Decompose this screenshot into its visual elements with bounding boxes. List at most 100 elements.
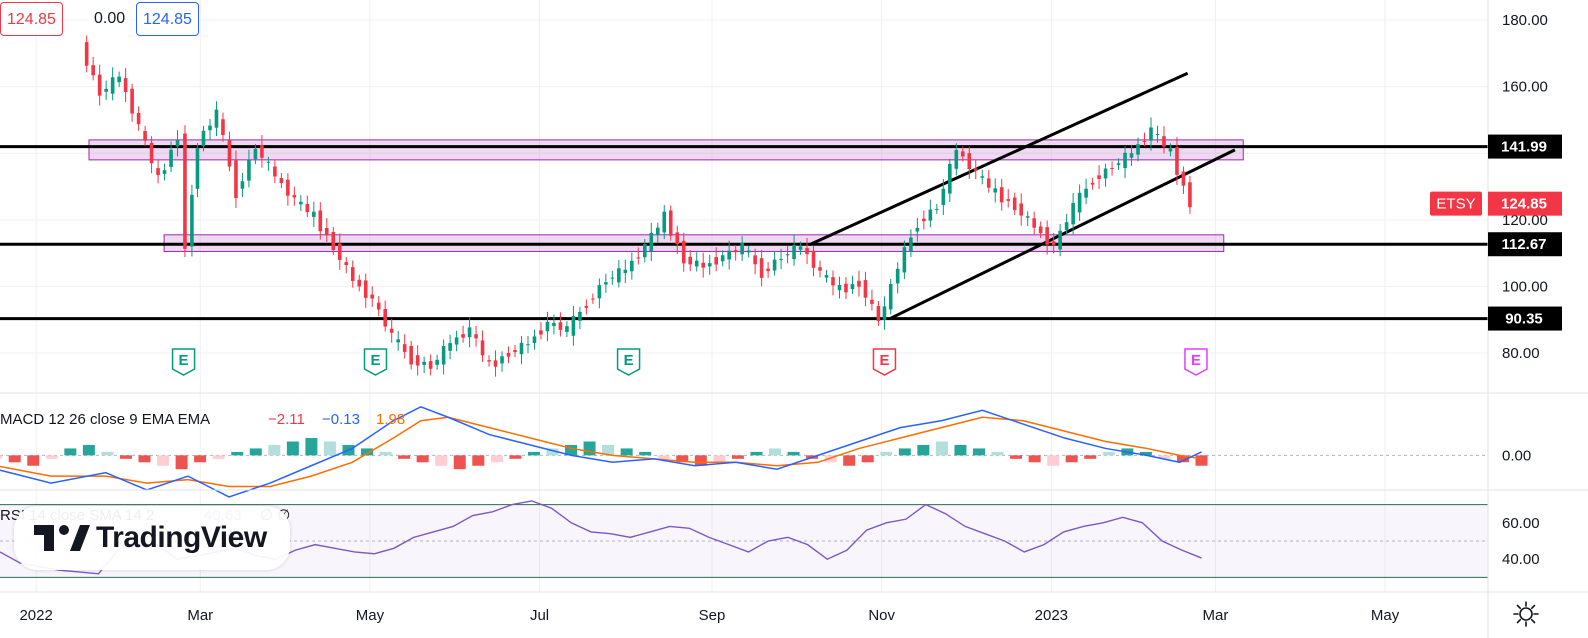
candle-body <box>954 149 959 169</box>
earnings-marker <box>171 348 196 376</box>
macd-histogram-bar <box>453 455 466 470</box>
candle-body <box>863 280 868 298</box>
candle-body <box>597 285 602 299</box>
candle-body <box>1175 147 1179 175</box>
candle-body <box>1129 153 1134 158</box>
candle-body <box>318 210 323 232</box>
candle-body <box>1025 216 1030 218</box>
candle-body <box>480 340 485 356</box>
candle-body <box>539 330 543 335</box>
candle-body <box>493 360 498 367</box>
candle-body <box>928 209 933 221</box>
candle-body <box>604 282 608 285</box>
candle-body <box>312 211 316 217</box>
y-axis-label: 160.00 <box>1502 79 1548 96</box>
macd-histogram-bar <box>231 451 244 456</box>
candle-body <box>461 334 465 338</box>
earnings-marker <box>616 348 641 376</box>
candle-body <box>370 294 375 299</box>
candle-body <box>766 268 770 272</box>
macd-histogram-bar <box>972 448 985 456</box>
macd-histogram-bar <box>750 451 763 456</box>
macd-histogram-bar <box>843 455 856 466</box>
settings-gear-icon[interactable] <box>1512 600 1540 628</box>
macd-histogram-bar <box>713 455 726 463</box>
candle-body <box>902 247 907 273</box>
candle-body <box>1064 222 1069 231</box>
candle-body <box>1097 175 1101 180</box>
level-label: 90.35 <box>1505 311 1543 328</box>
x-axis-label: Sep <box>699 607 726 624</box>
earnings-marker <box>872 348 897 376</box>
earnings-label: E <box>624 352 634 369</box>
candle-body <box>649 232 654 251</box>
candle-body <box>993 188 998 193</box>
candle-body <box>895 268 900 284</box>
candle-body <box>844 283 848 293</box>
candle-body <box>84 42 89 66</box>
macd-histogram-bar <box>898 448 911 456</box>
macd-histogram-bar <box>435 455 448 466</box>
macd-histogram-bar <box>82 444 95 456</box>
candle-body <box>415 355 420 366</box>
earnings-label: E <box>879 352 889 369</box>
macd-histogram-bar <box>1010 455 1023 459</box>
candle-body <box>169 149 173 167</box>
macd-histogram-bar <box>1158 455 1171 459</box>
change-label: 0.00 <box>88 2 132 36</box>
candle-body <box>279 178 284 184</box>
candle-body <box>247 159 251 181</box>
candle-body <box>1032 218 1036 228</box>
candle-body <box>662 211 667 233</box>
macd-histogram-bar <box>1084 455 1097 459</box>
price-badges: 141.99 112.67 90.35 ETSY 124.85 <box>1430 134 1562 331</box>
candle-body <box>183 133 187 249</box>
macd-histogram-bar <box>1047 455 1060 466</box>
macd-histogram-bar <box>694 455 707 466</box>
trendline <box>808 71 1189 247</box>
candle-body <box>448 343 452 351</box>
candle-body <box>396 339 400 343</box>
candle-body <box>1077 192 1082 213</box>
candle-body <box>305 203 310 213</box>
macd-histogram-bar <box>101 451 114 456</box>
macd-histogram-bar <box>583 441 596 456</box>
candle-body <box>785 254 790 256</box>
level-label: 112.67 <box>1501 236 1546 253</box>
candle-body <box>201 130 206 147</box>
candle-body <box>506 352 511 357</box>
price-series <box>84 35 1192 377</box>
macd-histogram-bar <box>490 455 503 463</box>
y-axis-label: 100.00 <box>1502 278 1548 295</box>
candle-body <box>214 109 219 128</box>
macd-histogram-bar <box>27 455 40 466</box>
candle-body <box>694 260 699 267</box>
macd-histogram-bar <box>657 455 670 459</box>
candle-body <box>909 237 913 253</box>
candle-body <box>824 275 829 278</box>
candle-body <box>792 244 796 260</box>
candle-body <box>870 299 874 304</box>
candle-body <box>435 359 439 365</box>
tradingview-wordmark: TradingView <box>96 521 267 554</box>
grid-lines <box>0 0 1488 592</box>
tradingview-logo[interactable]: TradingView <box>14 506 290 570</box>
macd-pane: MACD 12 26 close 9 EMA EMA −2.11 −0.13 1.98… <box>0 406 1531 498</box>
macd-histogram-bar <box>212 455 225 459</box>
candle-body <box>331 231 336 251</box>
macd-histogram-bar <box>138 455 151 463</box>
candle-body <box>882 306 887 320</box>
macd-histogram-bar <box>361 448 374 456</box>
macd-histogram-bar <box>472 455 485 466</box>
y-axis-label: 120.00 <box>1502 212 1548 229</box>
x-axis-label: Mar <box>1203 607 1229 624</box>
candle-body <box>772 259 777 271</box>
candle-body <box>759 258 764 278</box>
macd-histogram-bar <box>416 455 429 463</box>
candle-body <box>1149 127 1153 141</box>
macd-histogram-bar <box>398 455 411 459</box>
candle-body <box>104 88 108 92</box>
candle-body <box>208 125 212 131</box>
candle-body <box>668 210 673 236</box>
